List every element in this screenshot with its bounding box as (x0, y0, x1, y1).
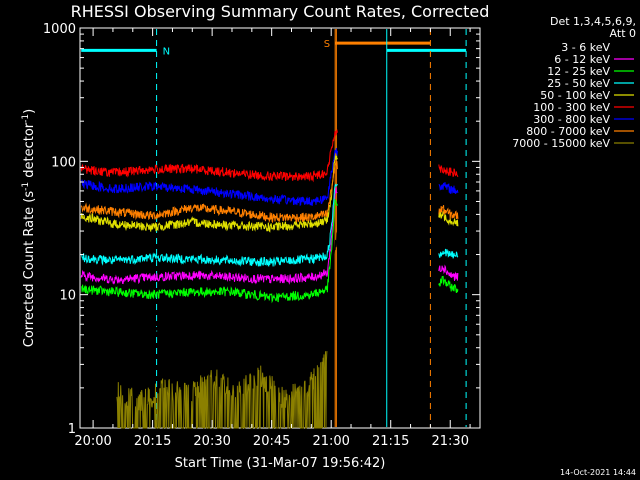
x-tick-label: 21:30 (432, 434, 469, 449)
series-line (438, 264, 459, 281)
x-tick-label: 20:30 (193, 434, 230, 449)
series-line (438, 292, 459, 324)
coverage-label: S (324, 39, 330, 50)
series-line (80, 148, 338, 207)
series-line (438, 211, 459, 227)
x-tick-label: 20:45 (253, 434, 290, 449)
chart-title: RHESSI Observing Summary Count Rates, Co… (71, 2, 490, 21)
legend-entry: 25 - 50 keV (547, 77, 610, 90)
legend-entry: 300 - 800 keV (533, 113, 610, 126)
legend-entry: 3 - 6 keV (561, 41, 610, 54)
x-tick-label: 20:00 (74, 434, 111, 449)
series-line (80, 183, 338, 267)
y-tick-label: 1 (68, 422, 76, 437)
legend-header: Det 1,3,4,5,6,9, (550, 15, 636, 28)
legend-entry: 100 - 300 keV (533, 101, 610, 114)
legend-header: Att 0 (610, 27, 636, 40)
series-line (438, 205, 459, 220)
x-tick-label: 21:15 (372, 434, 409, 449)
series-line (438, 164, 459, 178)
series-line (81, 198, 338, 304)
series-line (80, 161, 338, 224)
x-tick-label: 21:00 (312, 434, 349, 449)
legend-entry: 12 - 25 keV (547, 65, 610, 78)
y-tick-label: 100 (51, 155, 76, 170)
legend-entry: 6 - 12 keV (554, 53, 610, 66)
series-line (438, 276, 459, 293)
x-tick-label: 20:15 (134, 434, 171, 449)
series-line (438, 182, 459, 195)
series-layer (80, 128, 459, 429)
series-line (80, 231, 338, 351)
series-line (80, 187, 338, 285)
axis-ticks: 1 10 100 1000 20:00 20:15 20:30 20:45 21:00 21:15… (43, 22, 480, 449)
timestamp: 14-Oct-2021 14:44 (560, 468, 636, 477)
y-axis-label: Corrected Count Rate (s-1 detector-1) (21, 109, 37, 347)
legend-entry: 50 - 100 keV (540, 89, 610, 102)
coverage-label: N (163, 46, 170, 57)
series-line (80, 153, 338, 233)
x-axis-label: Start Time (31-Mar-07 19:56:42) (175, 456, 386, 471)
legend-entry: 800 - 7000 keV (526, 125, 610, 138)
series-line (438, 248, 459, 259)
series-line (116, 351, 328, 429)
legend-entry: 7000 - 15000 keV (512, 137, 610, 150)
y-tick-label: 10 (59, 289, 76, 304)
y-tick-label: 1000 (43, 22, 76, 37)
series-line (80, 128, 338, 183)
